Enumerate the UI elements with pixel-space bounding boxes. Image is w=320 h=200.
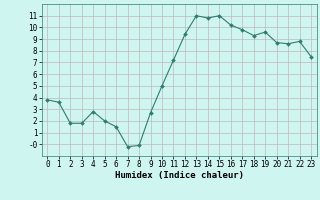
X-axis label: Humidex (Indice chaleur): Humidex (Indice chaleur) [115,171,244,180]
